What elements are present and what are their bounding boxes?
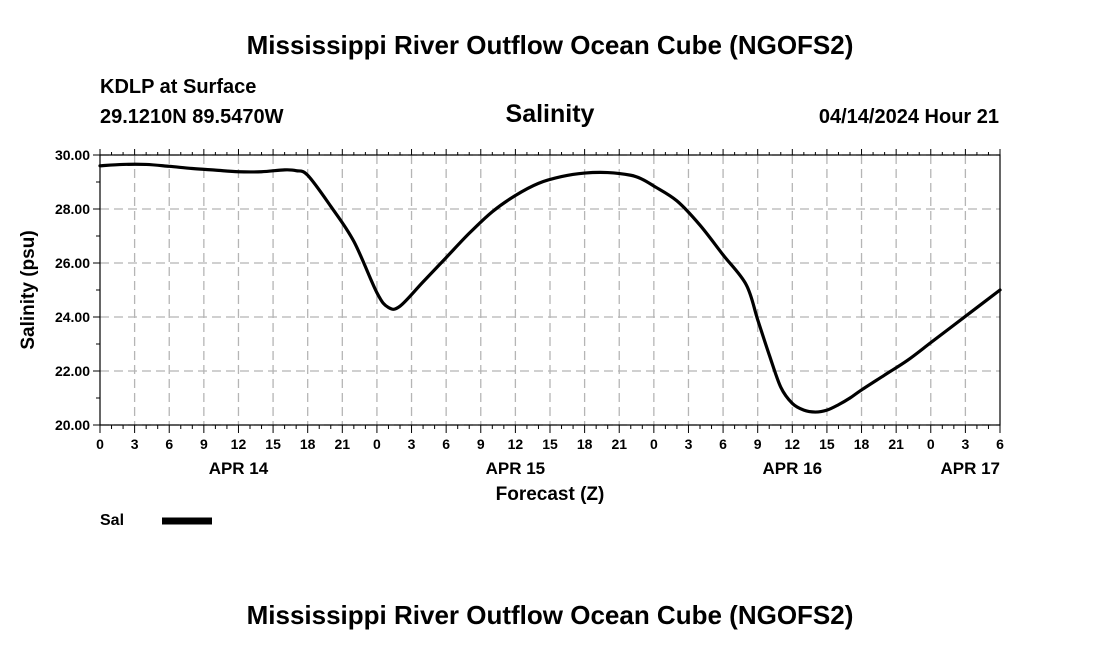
x-tick-label: 21 [611,436,627,452]
x-tick-label: 0 [927,436,935,452]
x-tick-label: 18 [300,436,316,452]
x-axis-label: Forecast (Z) [496,484,605,505]
series-line-sal [98,162,1002,414]
legend-label: Sal [100,512,124,529]
x-day-label: APR 17 [940,459,1000,478]
x-day-label: APR 15 [486,459,546,478]
x-tick-label: 12 [785,436,801,452]
x-tick-label: 21 [888,436,904,452]
chart-title: Mississippi River Outflow Ocean Cube (NG… [246,30,854,60]
y-tick-label: 20.00 [55,417,90,433]
variable-title: Salinity [505,100,595,128]
x-tick-label: 12 [231,436,247,452]
x-tick-label: 9 [754,436,762,452]
y-tick-label: 26.00 [55,255,90,271]
x-tick-label: 15 [542,436,558,452]
x-tick-label: 0 [650,436,658,452]
x-tick-label: 9 [477,436,485,452]
chart-title-bottom: Mississippi River Outflow Ocean Cube (NG… [246,600,854,630]
y-axis-label: Salinity (psu) [18,230,39,349]
x-tick-label: 3 [408,436,416,452]
x-tick-label: 0 [96,436,104,452]
x-tick-label: 21 [335,436,351,452]
x-tick-label: 15 [819,436,835,452]
x-tick-label: 18 [577,436,593,452]
x-tick-label: 6 [165,436,173,452]
x-tick-label: 0 [373,436,381,452]
x-tick-label: 12 [508,436,524,452]
x-tick-label: 6 [996,436,1004,452]
x-tick-label: 3 [685,436,693,452]
x-tick-label: 6 [442,436,450,452]
forecast-run-time: 04/14/2024 Hour 21 [818,106,999,128]
x-tick-label: 6 [719,436,727,452]
y-tick-label: 24.00 [55,309,90,325]
y-tick-label: 30.00 [55,147,90,163]
x-day-label: APR 14 [209,459,269,478]
x-tick-label: 15 [265,436,281,452]
x-day-label: APR 16 [763,459,823,478]
grid-lines [100,154,1000,426]
x-tick-label: 3 [961,436,969,452]
x-tick-label: 18 [854,436,870,452]
y-tick-label: 22.00 [55,363,90,379]
axis-ticks: 20.00 22.00 24.00 26.00 28.00 30.00 0 3 6 9 12 15 18… [55,147,1004,478]
x-tick-label: 3 [131,436,139,452]
station-coordinates: 29.1210N 89.5470W [100,106,284,128]
y-tick-label: 28.00 [55,201,90,217]
x-tick-label: 9 [200,436,208,452]
station-label: KDLP at Surface [100,76,257,98]
